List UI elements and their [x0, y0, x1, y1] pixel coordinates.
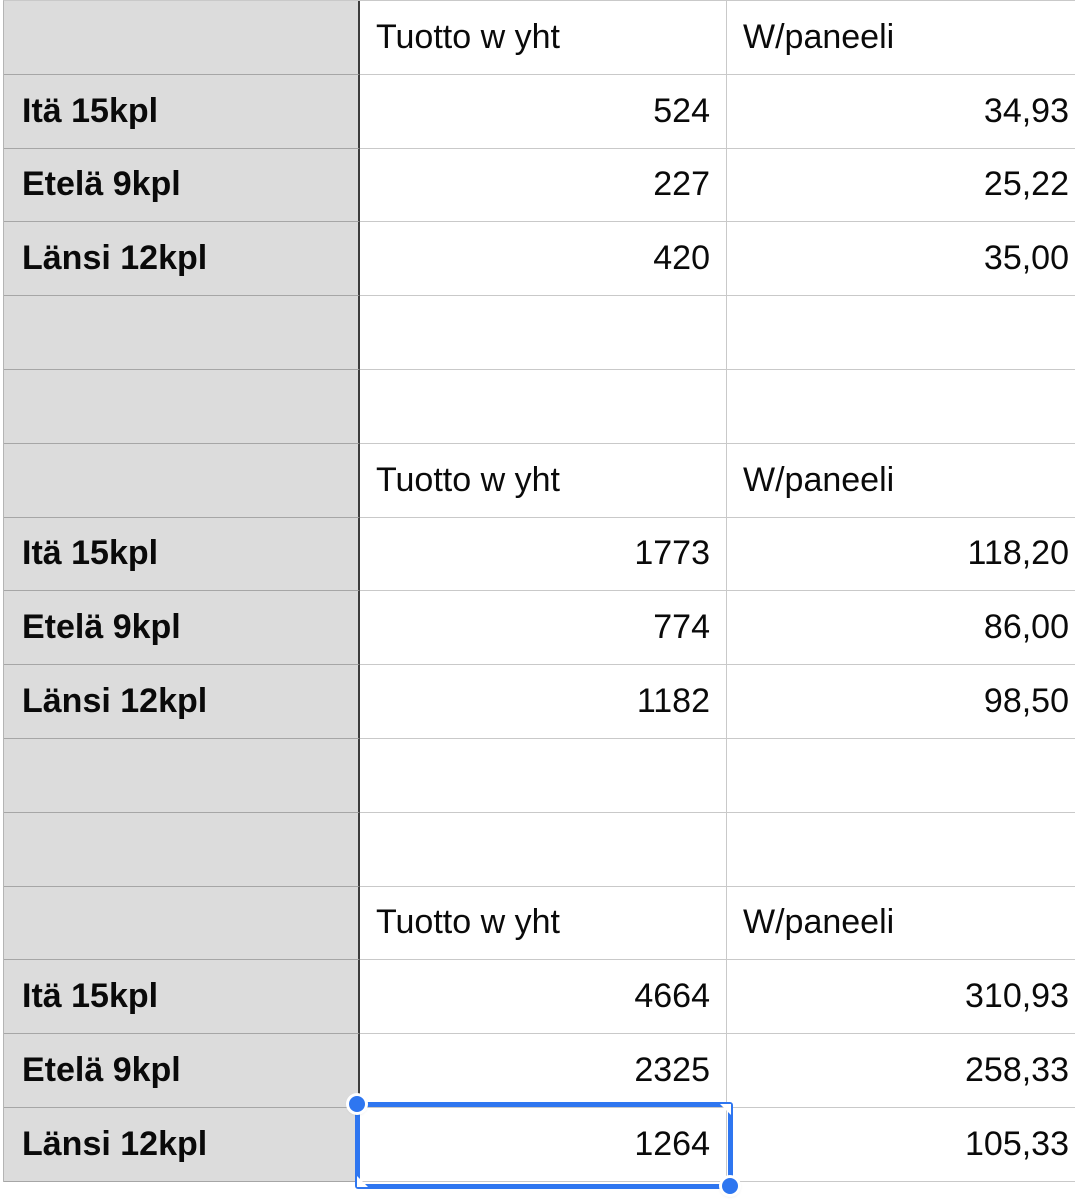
- empty-cell[interactable]: [360, 812, 727, 887]
- value-cell-tuotto[interactable]: 774: [360, 591, 727, 666]
- value-cell-tuotto[interactable]: 1773: [360, 517, 727, 592]
- value-cell-paneeli[interactable]: 98,50: [727, 665, 1075, 739]
- empty-cell[interactable]: [360, 296, 727, 370]
- value-cell-tuotto[interactable]: 4664: [360, 960, 727, 1035]
- row-header-cell[interactable]: Itä 15kpl: [4, 74, 360, 149]
- value-cell-paneeli[interactable]: 25,22: [727, 148, 1075, 223]
- value-cell-tuotto[interactable]: 1182: [360, 665, 727, 739]
- empty-row-header-cell[interactable]: [4, 296, 360, 370]
- column-header-tuotto[interactable]: Tuotto w yht: [360, 443, 727, 518]
- corner-blank-cell[interactable]: [4, 1, 360, 75]
- selection-handle-bottom-right[interactable]: [722, 1178, 738, 1194]
- empty-row-header-cell[interactable]: [4, 738, 360, 813]
- row-header-cell[interactable]: Itä 15kpl: [4, 517, 360, 592]
- empty-cell[interactable]: [727, 812, 1075, 887]
- corner-blank-cell[interactable]: [4, 443, 360, 518]
- value-cell-paneeli[interactable]: 118,20: [727, 517, 1075, 592]
- column-header-paneeli[interactable]: W/paneeli: [727, 886, 1075, 961]
- empty-cell[interactable]: [727, 738, 1075, 813]
- value-cell-tuotto[interactable]: 227: [360, 148, 727, 223]
- value-cell-tuotto[interactable]: 420: [360, 222, 727, 297]
- column-header-tuotto[interactable]: Tuotto w yht: [360, 1, 727, 75]
- value-cell-paneeli[interactable]: 35,00: [727, 222, 1075, 297]
- empty-cell[interactable]: [360, 369, 727, 444]
- row-header-cell[interactable]: Länsi 12kpl: [4, 1107, 360, 1182]
- row-header-cell[interactable]: Etelä 9kpl: [4, 591, 360, 666]
- row-header-cell[interactable]: Etelä 9kpl: [4, 1034, 360, 1108]
- empty-cell[interactable]: [727, 369, 1075, 444]
- row-header-cell[interactable]: Itä 15kpl: [4, 960, 360, 1035]
- empty-row-header-cell[interactable]: [4, 369, 360, 444]
- corner-blank-cell[interactable]: [4, 886, 360, 961]
- empty-row-header-cell[interactable]: [4, 812, 360, 887]
- empty-cell[interactable]: [360, 738, 727, 813]
- row-header-cell[interactable]: Länsi 12kpl: [4, 222, 360, 297]
- value-cell-tuotto[interactable]: 524: [360, 74, 727, 149]
- empty-cell[interactable]: [727, 296, 1075, 370]
- value-cell-paneeli[interactable]: 258,33: [727, 1034, 1075, 1108]
- row-header-cell[interactable]: Etelä 9kpl: [4, 148, 360, 223]
- value-cell-paneeli[interactable]: 34,93: [727, 74, 1075, 149]
- value-cell-paneeli[interactable]: 105,33: [727, 1107, 1075, 1182]
- column-header-tuotto[interactable]: Tuotto w yht: [360, 886, 727, 961]
- value-cell-tuotto[interactable]: 2325: [360, 1034, 727, 1108]
- selection-handle-top-left[interactable]: [349, 1096, 365, 1112]
- row-header-cell[interactable]: Länsi 12kpl: [4, 665, 360, 739]
- spreadsheet-table: Tuotto w yht W/paneeli Itä 15kpl 524 34,…: [3, 0, 1075, 1182]
- column-header-paneeli[interactable]: W/paneeli: [727, 1, 1075, 75]
- value-cell-paneeli[interactable]: 86,00: [727, 591, 1075, 666]
- column-header-paneeli[interactable]: W/paneeli: [727, 443, 1075, 518]
- selected-value-cell-tuotto[interactable]: 1264: [360, 1107, 727, 1182]
- value-cell-paneeli[interactable]: 310,93: [727, 960, 1075, 1035]
